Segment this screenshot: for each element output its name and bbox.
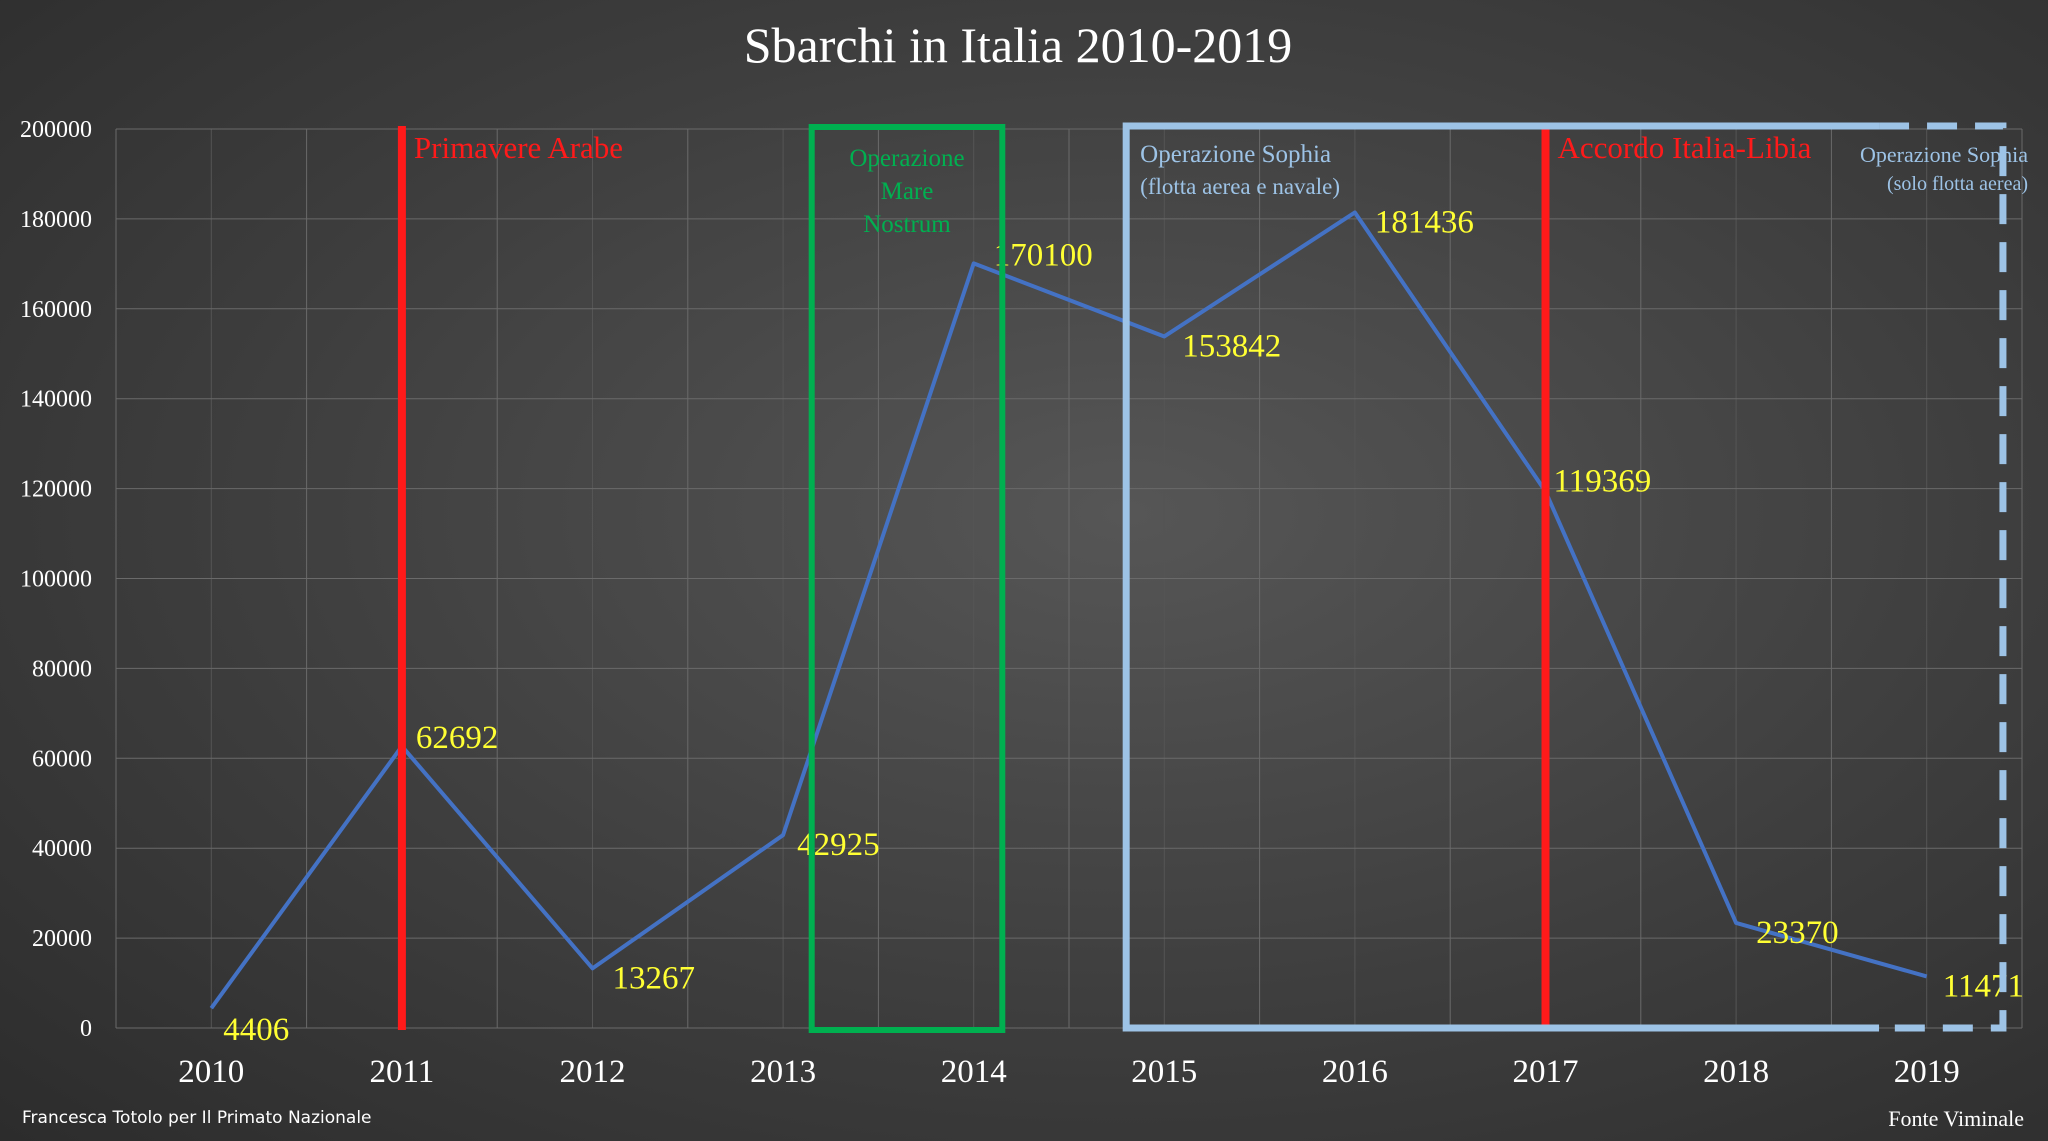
y-tick-label: 160000 — [20, 297, 92, 323]
data-label: 13267 — [613, 960, 696, 996]
y-tick-label: 40000 — [32, 836, 92, 862]
mare-nostrum-label: Mare — [881, 178, 934, 205]
x-tick-label: 2019 — [1894, 1054, 1960, 1090]
y-tick-label: 60000 — [32, 746, 92, 772]
x-tick-label: 2013 — [750, 1054, 816, 1090]
y-tick-label: 80000 — [32, 656, 92, 682]
primavere-arabe-label: Primavere Arabe — [414, 130, 623, 165]
y-tick-label: 20000 — [32, 926, 92, 952]
sophia-full-label: (flotta aerea e navale) — [1140, 174, 1340, 199]
source-text: Fonte Viminale — [1888, 1106, 2024, 1131]
mare-nostrum-label: Nostrum — [863, 211, 951, 238]
x-tick-label: 2017 — [1513, 1054, 1579, 1090]
series-line — [209, 210, 1928, 1010]
x-tick-label: 2016 — [1322, 1054, 1388, 1090]
data-label: 23370 — [1756, 915, 1839, 951]
y-tick-label: 140000 — [20, 387, 92, 413]
sophia-air-label: Operazione Sophia — [1860, 142, 2028, 167]
sophia-full-box — [1122, 122, 1880, 1032]
y-tick-label: 0 — [80, 1016, 92, 1042]
sophia-full-label: Operazione Sophia — [1140, 141, 1331, 168]
x-tick-label: 2018 — [1703, 1054, 1769, 1090]
y-tick-label: 120000 — [20, 477, 92, 503]
y-tick-label: 100000 — [20, 567, 92, 593]
data-label: 181436 — [1375, 204, 1474, 240]
x-tick-label: 2012 — [560, 1054, 626, 1090]
sophia-air-box — [1879, 122, 2007, 1032]
y-tick-label: 200000 — [20, 117, 92, 143]
mare-nostrum-label: Operazione — [849, 145, 964, 172]
x-tick-label: 2011 — [370, 1054, 435, 1090]
data-label: 170100 — [994, 237, 1093, 273]
data-label: 62692 — [416, 720, 499, 756]
chart-title: Sbarchi in Italia 2010-2019 — [744, 17, 1293, 73]
x-tick-label: 2010 — [178, 1054, 244, 1090]
data-label: 11471 — [1943, 968, 2024, 1004]
credit-text: Francesca Totolo per Il Primato Nazional… — [22, 1108, 372, 1128]
y-tick-label: 180000 — [20, 207, 92, 233]
x-tick-label: 2015 — [1131, 1054, 1197, 1090]
data-label: 4406 — [223, 1012, 289, 1048]
x-tick-label: 2014 — [941, 1054, 1007, 1090]
sophia-air-label: (solo flotta aerea) — [1887, 173, 2028, 195]
mare-nostrum-box — [808, 124, 1006, 1033]
data-label: 153842 — [1182, 328, 1281, 364]
accordo-italia-libia-label: Accordo Italia-Libia — [1558, 130, 1812, 165]
data-label: 119369 — [1554, 463, 1652, 499]
